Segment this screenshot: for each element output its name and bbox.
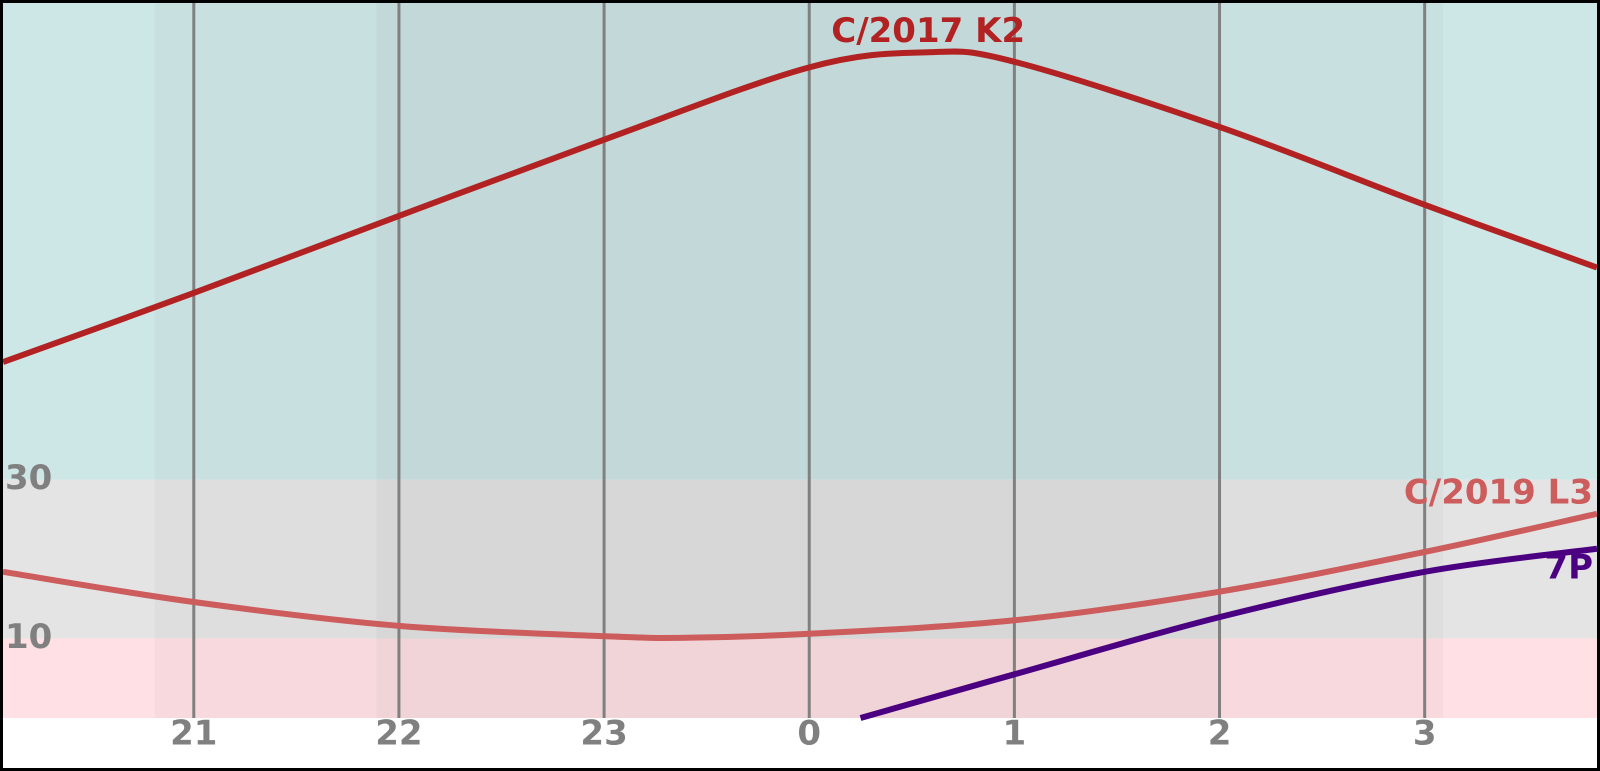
- altitude-zone: [3, 638, 1597, 718]
- y-tick-label: 30: [5, 458, 52, 498]
- series-label: C/2017 K2: [831, 11, 1025, 51]
- x-tick-label: 3: [1413, 714, 1437, 754]
- x-tick-label: 21: [170, 714, 217, 754]
- x-tick-label: 22: [375, 714, 422, 754]
- time-shading: [154, 3, 1444, 718]
- x-tick-label: 2: [1208, 714, 1232, 754]
- time-shading: [376, 3, 1220, 718]
- series-line: [2, 510, 1598, 641]
- y-tick-label: 10: [5, 617, 52, 657]
- x-tick-label: 1: [1003, 714, 1027, 754]
- series-line: [1, 48, 1599, 365]
- series-label: 7P: [1544, 547, 1593, 587]
- x-tick-label: 0: [797, 714, 821, 754]
- series-line: [859, 545, 1598, 721]
- series-label: C/2019 L3: [1404, 472, 1593, 512]
- altitude-zone: [3, 3, 1597, 480]
- x-tick-label: 23: [580, 714, 627, 754]
